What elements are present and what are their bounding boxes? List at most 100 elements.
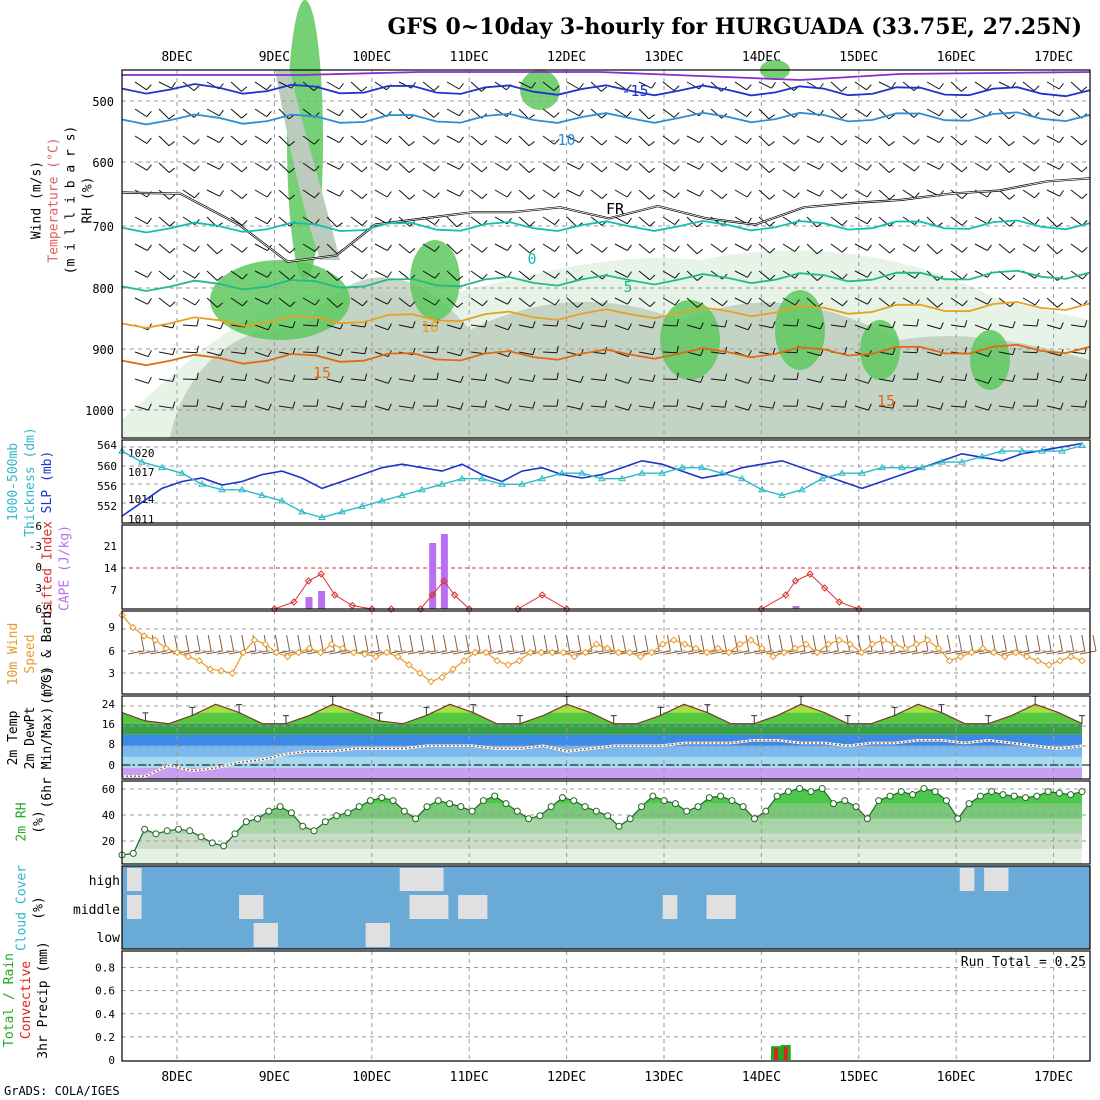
wind-speed-marker [559,648,568,657]
temp-minmax-tick [751,715,758,724]
wind-speed-marker [978,644,987,653]
rh-region-dark [410,240,460,320]
rh2m-marker [728,797,736,805]
wind-speed-marker [824,640,832,648]
thickness-marker [238,485,246,493]
rh2m-marker [807,788,815,796]
thickness-marker [538,474,546,482]
rh2m-marker [1044,788,1052,796]
wind-speed-marker [923,636,932,644]
precip-tick-label: 0.4 [95,1008,115,1021]
rh2m-marker [683,807,691,815]
temp-minmax-tick [376,712,383,721]
wind-speed-marker [570,652,579,661]
wind-speed-marker [592,640,601,648]
temp-minmax-tick [798,695,805,705]
rh2m-marker [434,797,442,805]
rh2m-marker [1067,791,1075,799]
slp-tick-label: 1014 [128,493,155,506]
wind-speed-marker [1067,652,1075,661]
thickness-marker [758,485,766,493]
rh2m-bands [122,788,1082,864]
rh2m-marker [355,803,363,811]
rh-region-mid [170,277,1090,438]
cloud-gap-low [365,923,390,947]
thickness-marker [198,480,206,487]
wind-speed-marker [184,652,192,661]
temp-color-bands [122,704,1082,779]
slp-line [121,442,1083,517]
rh2m-marker [875,797,883,805]
cloud-gap-middle [706,895,736,919]
rh2m-marker [378,794,386,802]
rh2m-marker [129,849,137,857]
slp-frame [121,439,1091,524]
cloud-gap-high [959,868,975,891]
wind-speed-marker [703,648,711,657]
cloud-axis-label: (%) [32,896,47,919]
rh2m-marker [141,825,149,833]
wind-speed-marker [383,648,391,657]
temp-tick-label: 24 [102,698,116,711]
thickness-tick-label: 564 [97,439,117,452]
wind-speed-marker [405,661,413,669]
thickness-marker [178,469,186,476]
precip-axis-label: Convective [19,961,34,1039]
wind-speed-marker [791,644,799,653]
precip-tick-label: 0.6 [95,985,115,998]
cloud-gap-middle [127,895,142,919]
thickness-marker [298,507,306,515]
rh2m-marker [547,803,555,811]
pressure-tick-label: 600 [92,156,114,170]
rh-region-dark [520,70,560,110]
wind-speed-marker [934,644,943,653]
rh2m-marker [208,839,216,847]
rh2m-marker [333,812,341,820]
wind-speed-marker [283,652,292,661]
rh2m-marker [976,792,984,800]
rh2m-marker [671,800,679,808]
rh2m-marker [592,807,600,815]
wind-speed-marker [206,665,214,673]
wind-speed-marker [879,636,888,644]
precip-tick-label: 0.8 [95,962,115,975]
wind-speed-tick-label: 6 [108,645,115,658]
wind-speed-marker [482,648,490,657]
slp-axis-label: SLP (mb) [40,451,55,514]
x-tick-label-top: 17DEC [1034,50,1073,65]
wind-speed-marker [151,636,159,644]
wind-speed-marker [316,648,325,657]
wind-speed-marker [217,667,226,675]
pressure-tick-label: 700 [92,220,114,234]
x-tick-label-bottom: 8DEC [161,1070,192,1085]
rh2m-marker [796,785,804,793]
temp-minmax-tick [938,704,945,713]
thickness-tick-label: 552 [97,500,117,513]
thickness-marker [938,458,946,465]
thickness-marker [918,463,926,471]
temp-minmax-tick [657,706,664,716]
temp-tick-label: 0 [108,759,115,772]
thickness-marker [498,480,506,487]
wind-speed-marker [438,673,446,682]
dewpoint-line [122,739,1083,777]
wind-speed-marker [670,636,678,644]
isotherm-line [121,269,1091,292]
cloud-level-label: middle [73,903,120,918]
cape-bar [429,543,437,609]
rh2m-tick-label: 20 [102,835,115,848]
rh2m-marker [841,797,849,805]
wind-speed-marker [603,644,612,653]
rh2m-marker [502,800,510,808]
rh2m-marker [638,803,646,811]
rh2m-marker [581,803,589,811]
thickness-marker [1058,447,1066,454]
rh2m-marker [660,797,668,805]
rh2m-marker [412,815,420,823]
thickness-line [121,444,1083,519]
pressure-tick-label: 900 [92,343,114,357]
lifted-index-marker [304,577,313,585]
cape-bar [792,606,800,609]
cloud-gap-middle [458,895,488,919]
rh2m-marker [152,830,160,838]
